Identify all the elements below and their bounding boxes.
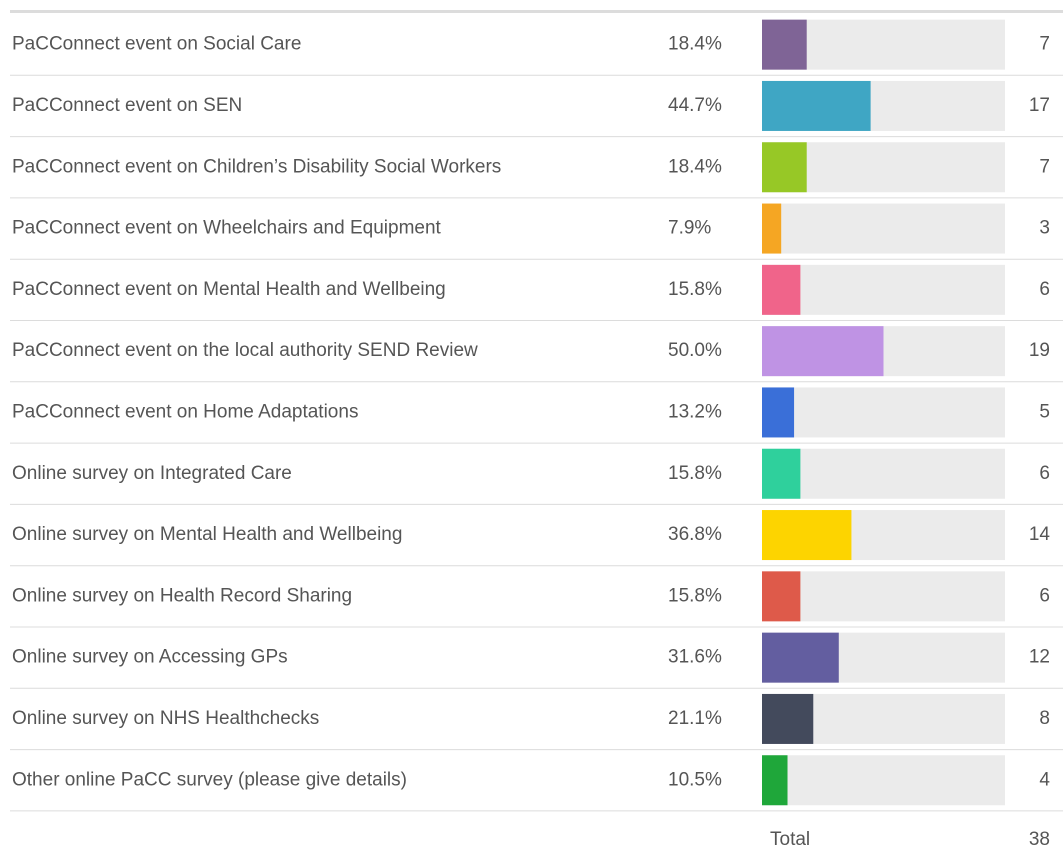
percent-label: 18.4%	[668, 34, 722, 55]
percent-label: 7.9%	[668, 218, 711, 239]
bar	[762, 264, 801, 315]
row-label: PaCConnect event on Children’s Disabilit…	[12, 156, 501, 177]
row-label: Online survey on NHS Healthchecks	[12, 708, 319, 729]
row-label: Online survey on Health Record Sharing	[12, 585, 352, 606]
row-label: PaCConnect event on SEN	[12, 95, 242, 116]
count: 12	[1029, 647, 1050, 668]
row-label: Online survey on Integrated Care	[12, 463, 292, 484]
percent-label: 15.8%	[668, 585, 722, 606]
percent-label: 15.8%	[668, 463, 722, 484]
count: 19	[1029, 340, 1050, 361]
count: 3	[1039, 218, 1050, 239]
row-label: PaCConnect event on Wheelchairs and Equi…	[12, 218, 442, 239]
percent-label: 36.8%	[668, 524, 722, 545]
percent-label: 44.7%	[668, 95, 722, 116]
count: 6	[1039, 463, 1050, 484]
count: 6	[1039, 585, 1050, 606]
bar-track	[762, 755, 1005, 806]
row-label: Online survey on Accessing GPs	[12, 647, 288, 668]
row-label: Online survey on Mental Health and Wellb…	[12, 524, 402, 545]
count: 7	[1039, 156, 1050, 177]
bar	[762, 755, 788, 806]
percent-label: 15.8%	[668, 279, 722, 300]
bar	[762, 142, 807, 193]
bar	[762, 571, 801, 622]
bar	[762, 448, 801, 499]
count: 14	[1029, 524, 1051, 545]
bar	[762, 693, 814, 744]
percent-label: 18.4%	[668, 156, 722, 177]
total: 38	[1029, 829, 1050, 848]
row-label: PaCConnect event on Home Adaptations	[12, 401, 358, 422]
count: 7	[1039, 34, 1050, 55]
bar-track	[762, 448, 1005, 499]
row-label: PaCConnect event on Social Care	[12, 34, 301, 55]
bar	[762, 387, 795, 438]
percent-label: 21.1%	[668, 708, 722, 729]
bar-track	[762, 264, 1005, 315]
bar	[762, 510, 852, 561]
count: 8	[1039, 708, 1050, 729]
total-label: Total	[770, 829, 810, 848]
count: 17	[1029, 95, 1050, 116]
bar-track	[762, 203, 1005, 254]
bar	[762, 203, 782, 254]
count: 6	[1039, 279, 1050, 300]
count: 5	[1039, 401, 1050, 422]
percent-label: 31.6%	[668, 647, 722, 668]
bar	[762, 326, 884, 377]
percent-label: 10.5%	[668, 769, 722, 790]
row-label: PaCConnect event on the local authority …	[12, 340, 478, 361]
row-label: Other online PaCC survey (please give de…	[12, 769, 407, 790]
bar-track	[762, 571, 1005, 622]
row-label: PaCConnect event on Mental Health and We…	[12, 279, 446, 300]
bar	[762, 632, 839, 683]
top-border	[10, 10, 1063, 13]
count: 4	[1039, 769, 1050, 790]
percent-label: 13.2%	[668, 401, 722, 422]
bar	[762, 80, 871, 131]
bar	[762, 19, 807, 70]
bar-track	[762, 387, 1005, 438]
percent-label: 50.0%	[668, 340, 722, 361]
